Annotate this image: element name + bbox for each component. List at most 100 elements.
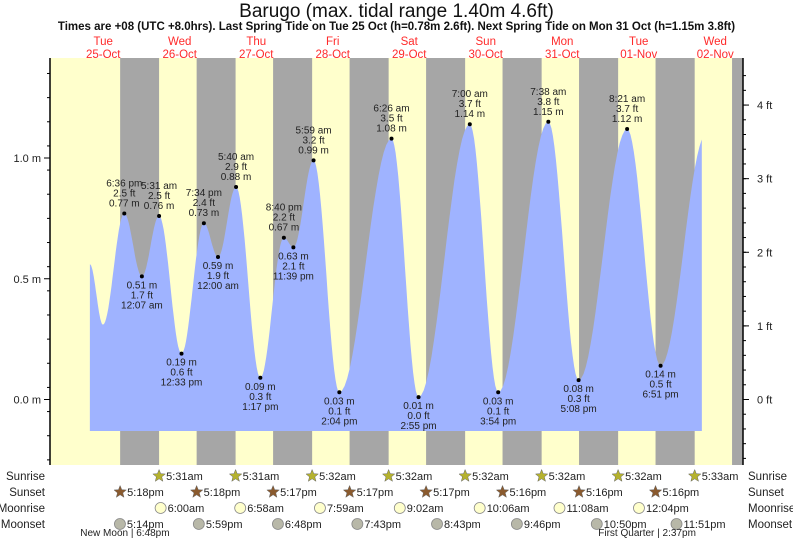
day-label-dow: Tue: [94, 36, 113, 48]
moonset-time: 11:51pm: [684, 519, 726, 531]
sunset-star-icon: [189, 484, 204, 498]
moonrise-icon: [393, 502, 406, 514]
low-tide-point: [291, 245, 296, 250]
sunrise-time: 5:31am: [166, 471, 203, 483]
day-label-dow: Fri: [326, 36, 339, 48]
high-tide-point: [234, 184, 239, 189]
high-tide-point: [122, 211, 127, 216]
sunset-star-icon: [342, 484, 357, 498]
low-tide-point: [337, 390, 342, 395]
high-tide-label: 3.7 ft: [616, 104, 638, 115]
moonrise-time: 6:00am: [168, 503, 205, 515]
high-tide-label: 3.5 ft: [380, 114, 402, 125]
sunset-star-icon: [113, 484, 127, 498]
high-tide-point: [467, 122, 472, 127]
sunset-star-icon: [419, 484, 433, 498]
moonset-row-label-right: Moonset: [748, 519, 793, 531]
sunset-time: 5:16pm: [586, 487, 623, 499]
day-label-date: 28-Oct: [315, 49, 350, 61]
high-tide-label: 1.12 m: [612, 114, 643, 125]
moonrise-icon: [234, 502, 247, 514]
low-tide-point: [416, 395, 421, 400]
high-tide-label: 6:26 am: [373, 104, 409, 115]
high-tide-label: 0.73 m: [189, 208, 220, 219]
low-tide-label: 12:07 am: [121, 300, 163, 311]
low-tide-label: 0.01 m: [403, 401, 434, 412]
low-tide-label: 0.59 m: [203, 261, 234, 272]
low-tide-label: 2.1 ft: [282, 261, 304, 272]
low-tide-point: [576, 378, 581, 383]
high-tide-label: 2.5 ft: [148, 191, 170, 202]
right-tick-label: 0 ft: [757, 395, 772, 407]
moonset-time: 8:43pm: [444, 519, 481, 531]
day-label-date: 27-Oct: [239, 49, 274, 61]
sunrise-star-icon: [152, 468, 166, 482]
low-tide-label: 0.63 m: [278, 251, 309, 262]
sunset-row-label-left: Sunset: [9, 487, 46, 499]
left-tick-label: 0.5 m: [13, 274, 41, 286]
high-tide-label: 1.15 m: [533, 107, 564, 118]
chart-subtitle: Times are +08 (UTC +8.0hrs). Last Spring…: [57, 21, 736, 33]
high-tide-label: 0.99 m: [298, 145, 329, 156]
low-tide-label: 0.1 ft: [487, 406, 509, 417]
high-tide-label: 0.88 m: [221, 172, 252, 183]
sunrise-row-label-left: Sunrise: [6, 471, 45, 483]
low-tide-label: 1:17 pm: [242, 402, 278, 413]
sunset-time: 5:16pm: [510, 487, 547, 499]
day-label-dow: Sat: [401, 36, 419, 48]
low-tide-label: 0.19 m: [166, 358, 197, 369]
high-tide-label: 3.8 ft: [537, 97, 559, 108]
moonrise-icon: [314, 502, 326, 514]
left-tick-label: 1.0 m: [13, 153, 41, 165]
high-tide-label: 7:34 pm: [186, 188, 222, 199]
moonset-time: 10:50pm: [604, 519, 647, 531]
day-label-dow: Thu: [246, 36, 266, 48]
high-tide-label: 8:40 pm: [266, 203, 302, 214]
day-label-date: 02-Nov: [697, 49, 734, 61]
high-tide-label: 2.4 ft: [193, 198, 215, 209]
high-tide-label: 7:38 am: [530, 87, 566, 98]
moonrise-time: 9:02am: [407, 503, 444, 515]
moonset-icon: [272, 518, 284, 530]
high-tide-label: 6:36 pm: [106, 179, 142, 190]
low-tide-label: 0.5 ft: [649, 380, 671, 391]
sunset-time: 5:16pm: [663, 487, 700, 499]
low-tide-point: [179, 351, 184, 356]
low-tide-label: 3:54 pm: [480, 416, 516, 427]
moonrise-icon: [553, 502, 566, 514]
right-tick-label: 3 ft: [757, 174, 772, 186]
sunset-star-icon: [572, 484, 586, 498]
high-tide-point: [389, 136, 394, 141]
moonset-icon: [431, 518, 443, 530]
moonrise-row-label-right: Moonrise: [748, 503, 793, 515]
moonset-row-label-left: Moonset: [1, 519, 46, 531]
moonset-time: 9:46pm: [524, 519, 561, 531]
sunset-time: 5:17pm: [280, 487, 317, 499]
sunset-star-icon: [495, 484, 510, 498]
moonset-icon: [670, 518, 683, 530]
high-tide-label: 3.2 ft: [302, 135, 324, 146]
sunset-time: 5:17pm: [433, 487, 470, 499]
low-tide-label: 2:55 pm: [400, 421, 436, 432]
sunrise-time: 5:32am: [549, 471, 586, 483]
moon-phase-label: First Quarter | 2:37pm: [598, 528, 696, 539]
moonrise-row-label-left: Moonrise: [0, 503, 45, 515]
low-tide-label: 0.08 m: [563, 384, 594, 395]
sunrise-star-icon: [381, 468, 396, 482]
high-tide-point: [311, 158, 316, 163]
high-tide-label: 2.2 ft: [273, 213, 295, 224]
high-tide-label: 1.08 m: [376, 124, 407, 135]
moonrise-time: 6:58am: [247, 503, 284, 515]
low-tide-label: 0.03 m: [483, 396, 514, 407]
sunrise-time: 5:33am: [702, 471, 739, 483]
low-tide-label: 0.3 ft: [249, 392, 271, 403]
day-label-date: 25-Oct: [86, 49, 121, 61]
moonrise-icon: [473, 502, 486, 514]
sunrise-time: 5:32am: [625, 471, 662, 483]
low-tide-label: 12:33 pm: [161, 378, 203, 389]
sunset-time: 5:18pm: [204, 487, 241, 499]
high-tide-label: 5:40 am: [218, 152, 254, 163]
low-tide-label: 0.09 m: [245, 382, 276, 393]
